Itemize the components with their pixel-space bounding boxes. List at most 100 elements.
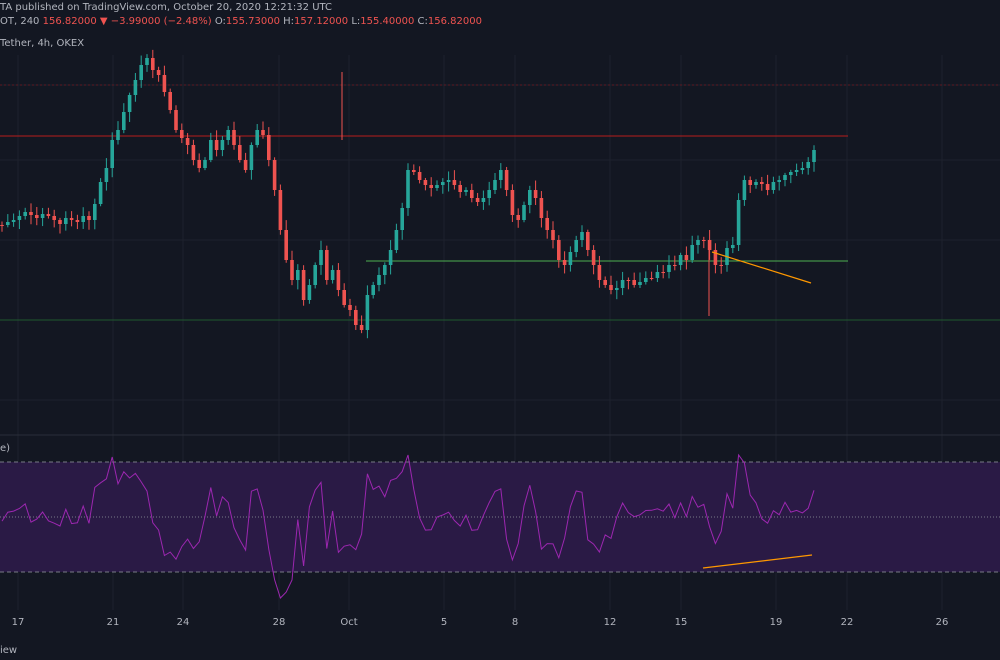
candle-body — [197, 160, 201, 168]
last-price: 156.82000 — [42, 16, 97, 27]
candle-body — [52, 216, 56, 220]
x-tick-label: 15 — [675, 617, 688, 628]
candle-body — [800, 168, 805, 170]
candle-body — [765, 184, 770, 190]
rsi-panel — [0, 453, 1000, 599]
x-tick-label: 22 — [841, 617, 854, 628]
candle-body — [493, 180, 497, 190]
candle-body — [58, 220, 62, 224]
candle-body — [545, 218, 549, 230]
candle-body — [406, 170, 410, 208]
candle-body — [713, 250, 718, 265]
candle-body — [789, 172, 793, 175]
x-tick-label: 28 — [273, 617, 286, 628]
candle-body — [441, 182, 445, 185]
candle-body — [81, 216, 85, 222]
candle-body — [272, 160, 277, 190]
candle-body — [214, 140, 219, 150]
candle-body — [313, 265, 317, 285]
candle-body — [278, 190, 283, 230]
candle-body — [446, 180, 451, 182]
candle-body — [133, 80, 138, 95]
candle-body — [388, 250, 393, 265]
candle-body — [46, 214, 51, 216]
low-value: 155.40000 — [360, 16, 415, 27]
candle-body — [661, 272, 665, 273]
candle-body — [458, 185, 462, 192]
candle-body — [342, 290, 346, 305]
candle-body — [684, 255, 689, 260]
candle-body — [597, 265, 602, 280]
price-change: ▼ −3.99000 (−2.48%) — [99, 16, 212, 27]
candle-body — [562, 260, 567, 265]
candle-body — [551, 230, 555, 240]
candle-body — [423, 180, 428, 185]
candle-body — [487, 190, 491, 198]
candle-body — [203, 160, 207, 168]
candle-body — [301, 270, 306, 300]
candle-body — [29, 212, 33, 215]
candle-body — [226, 130, 230, 140]
candle-body — [586, 232, 590, 250]
candle-body — [185, 138, 190, 145]
x-tick-label: 26 — [936, 617, 949, 628]
candle-body — [284, 230, 288, 260]
candle-body — [336, 270, 341, 290]
trendlines — [711, 251, 812, 284]
candle-body — [151, 58, 155, 70]
open-value: 155.73000 — [225, 16, 280, 27]
rsi-indicator-label: e) — [0, 443, 11, 454]
candle-body — [522, 205, 526, 220]
candle-body — [11, 220, 16, 222]
open-label: O: — [214, 16, 226, 27]
candle-body — [702, 240, 706, 241]
candle-body — [191, 145, 196, 160]
symbol-description: Tether, 4h, OKEX — [0, 38, 84, 49]
candle-body — [127, 95, 132, 112]
candle-body — [528, 190, 532, 205]
candle-body — [69, 218, 74, 220]
close-value: 156.82000 — [427, 16, 482, 27]
candle-body — [499, 170, 503, 180]
candle-body — [267, 135, 271, 160]
x-tick-label: 12 — [604, 617, 617, 628]
candle-body — [649, 278, 654, 279]
candle-body — [429, 185, 433, 188]
candle-body — [516, 215, 520, 220]
candle-body — [122, 112, 126, 130]
candle-body — [220, 140, 225, 150]
x-tick-label: 19 — [770, 617, 783, 628]
candle-body — [400, 208, 404, 230]
candle-body — [307, 285, 312, 300]
candle-body — [383, 265, 387, 275]
candle-body — [243, 160, 248, 170]
candle-body — [6, 222, 10, 225]
publish-info: TA published on TradingView.com, October… — [0, 2, 332, 13]
candle-body — [812, 150, 816, 162]
x-tick-label: 17 — [12, 617, 25, 628]
footer-watermark: iew — [0, 645, 18, 656]
candle-body — [435, 185, 439, 188]
candle-body — [325, 250, 329, 280]
close-label: C: — [417, 16, 428, 27]
candle-body — [673, 265, 677, 266]
candle-body — [510, 190, 515, 215]
candle-body — [481, 198, 486, 202]
candle-body — [760, 182, 764, 184]
candle-body — [539, 198, 544, 218]
candle-body — [348, 305, 352, 310]
candle-body — [156, 70, 161, 75]
candle-body — [354, 310, 358, 325]
candle-body — [794, 170, 799, 172]
ohlc-legend: OT, 240 156.82000 ▼ −3.99000 (−2.48%) O:… — [0, 16, 482, 27]
candle-body — [249, 145, 254, 170]
candle-body — [632, 280, 636, 285]
candle-body — [678, 255, 683, 265]
candle-body — [180, 130, 184, 138]
candle-body — [464, 190, 468, 192]
high-label: H: — [283, 16, 295, 27]
candle-body — [609, 285, 613, 290]
x-tick-label: 21 — [107, 617, 120, 628]
candle-body — [110, 140, 114, 168]
